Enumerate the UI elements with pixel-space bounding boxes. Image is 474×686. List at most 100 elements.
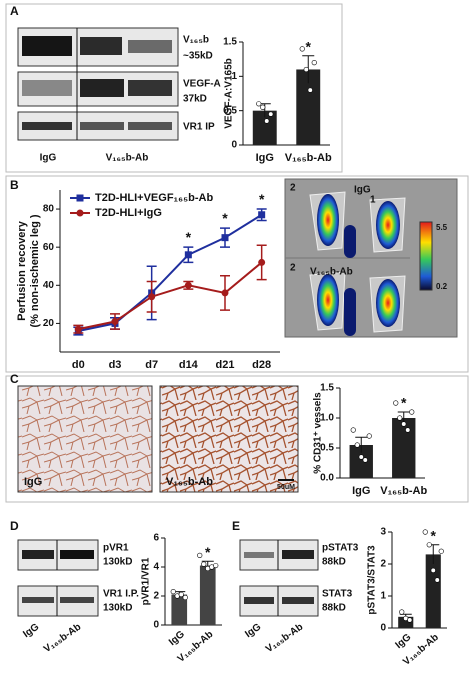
x-tick-label: IgG (167, 629, 187, 648)
series-line (78, 213, 263, 333)
blot-label: STAT3 (322, 589, 353, 600)
y-tick-label: 1 (231, 71, 237, 82)
data-point (399, 609, 405, 615)
x-tick-label: d21 (216, 359, 235, 371)
blot-label: V₁₆₅b (183, 35, 209, 46)
data-point (354, 442, 360, 448)
data-point (299, 46, 305, 52)
bar (296, 69, 321, 145)
group-label: V₁₆₅b-Ab (264, 622, 305, 656)
histology-image (159, 385, 299, 493)
legend-marker (76, 209, 84, 217)
data-point (438, 548, 444, 554)
blot-label: pSTAT3 (322, 543, 359, 554)
bar (199, 565, 216, 625)
group-label: IgG (243, 621, 263, 640)
blot-label: VR1 I.P. (103, 589, 139, 600)
western-blot (17, 27, 179, 141)
bar (425, 554, 441, 628)
image-label: 1 (370, 195, 376, 206)
image-label: 2 (290, 263, 296, 274)
data-point (366, 433, 372, 439)
data-point (201, 561, 207, 567)
blot-label: 37kD (183, 94, 207, 105)
y-axis-label: pSTAT3/STAT3 (367, 545, 378, 615)
marker (258, 211, 266, 219)
histology-image (17, 385, 153, 493)
data-point (407, 617, 413, 623)
marker (74, 325, 82, 333)
y-axis-label: pVR1/VR1 (141, 557, 152, 605)
panel-frame (5, 375, 469, 503)
x-tick-label: d0 (72, 359, 85, 371)
y-tick-label: 4 (153, 562, 159, 573)
data-point (307, 87, 313, 93)
marker (221, 289, 229, 297)
data-point (197, 552, 203, 559)
data-point (358, 454, 364, 460)
y-tick-label: 3 (380, 527, 386, 538)
bar (252, 110, 277, 145)
panel-frame (5, 3, 343, 173)
significance: * (431, 528, 437, 544)
significance: * (186, 229, 192, 245)
scale-label: 5.5 (436, 223, 448, 232)
scale-label: 0.2 (436, 282, 448, 291)
bar (392, 418, 416, 478)
y-tick-label: 40 (43, 280, 55, 291)
data-point (264, 118, 270, 124)
y-axis-label: VEGF-A:V165b (224, 58, 235, 129)
image-label: IgG (354, 185, 371, 196)
x-tick-label: V₁₆₅b-Ab (285, 152, 332, 164)
legend-marker (76, 194, 84, 202)
marker (221, 234, 229, 242)
y-tick-label: 60 (43, 242, 55, 253)
series-line (78, 261, 263, 331)
data-point (409, 409, 415, 415)
panel-letter: B (10, 178, 19, 192)
blot-label: 130kD (103, 557, 132, 568)
data-point (213, 562, 219, 569)
image-label: 2 (290, 183, 296, 194)
group-label: IgG (21, 621, 41, 640)
data-point (182, 594, 188, 601)
group-label: V₁₆₅b-Ab (42, 622, 83, 656)
scale-label: 50uM (277, 484, 295, 491)
x-tick-label: IgG (256, 152, 274, 164)
data-point (430, 567, 436, 574)
x-tick-label: V₁₆₅b-Ab (380, 485, 427, 497)
data-point (260, 104, 266, 110)
bar (171, 594, 188, 625)
group-label: IgG (40, 153, 57, 164)
image-label: V₁₆₅b-Ab (166, 476, 213, 488)
data-point (401, 421, 407, 427)
data-point (434, 577, 440, 583)
y-tick-label: 6 (153, 533, 159, 544)
significance: * (259, 191, 265, 207)
panel-letter: E (232, 519, 240, 533)
data-point (405, 427, 411, 433)
blot-label: 88kD (322, 603, 346, 614)
x-tick-label: d28 (252, 359, 271, 371)
y-tick-label: 1.0 (320, 413, 334, 424)
y-tick-label: 1.5 (320, 383, 334, 394)
image-label: IgG (24, 476, 42, 488)
perfusion-image (284, 178, 458, 338)
legend-label: T2D-HLI+IgG (95, 207, 162, 219)
data-point (268, 111, 274, 117)
y-tick-label: 20 (43, 318, 55, 329)
image-label: V₁₆₅b-Ab (310, 267, 353, 278)
data-point (178, 591, 184, 598)
marker (184, 251, 192, 259)
y-tick-label: 0.0 (320, 473, 334, 484)
data-point (350, 427, 356, 433)
bar (398, 616, 414, 628)
x-tick-label: IgG (352, 485, 370, 497)
y-axis-label: (% non-ischemic leg ) (29, 214, 41, 327)
y-tick-label: 0 (153, 620, 159, 631)
blot-label: 130kD (103, 603, 132, 614)
blot-label: ~35kD (183, 51, 213, 62)
marker (148, 293, 156, 301)
data-point (256, 101, 262, 107)
